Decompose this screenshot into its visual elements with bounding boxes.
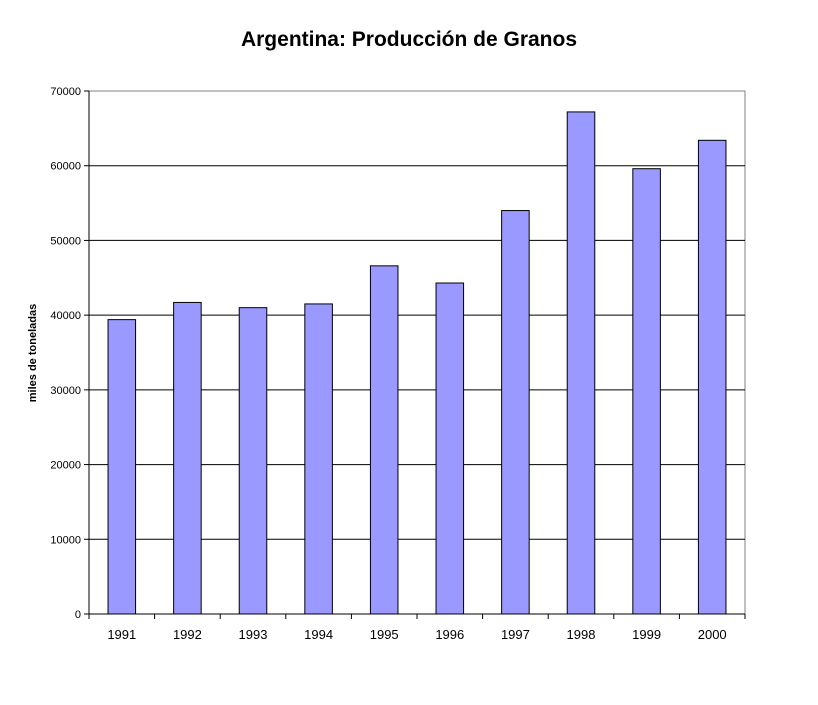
bar	[173, 301, 202, 615]
y-tick-label: 0	[75, 609, 81, 621]
bar	[304, 303, 333, 615]
x-tick-label: 1999	[632, 627, 661, 642]
y-tick-label: 40000	[50, 310, 81, 322]
x-tick-label: 1995	[370, 627, 399, 642]
x-tick-label: 1993	[239, 627, 268, 642]
y-tick-label: 50000	[50, 235, 81, 247]
x-tick-label: 1996	[435, 627, 464, 642]
bar	[697, 139, 727, 615]
x-tick-label: 1992	[173, 627, 202, 642]
x-tick-label: 1998	[567, 627, 596, 642]
plot-area: 0 10000 20000 30000 40000 50000 60000 70000 1991…	[50, 86, 746, 642]
bar	[501, 210, 530, 615]
bar	[107, 319, 137, 615]
x-tick-label: 2000	[698, 627, 727, 642]
x-tick-label: 1991	[107, 627, 136, 642]
x-tick-label: 1994	[304, 627, 333, 642]
y-axis-label: miles de toneladas	[27, 304, 39, 402]
y-tick-label: 60000	[50, 161, 81, 173]
x-tick-label: 1997	[501, 627, 530, 642]
y-tick-label: 20000	[50, 460, 81, 472]
y-tick-label: 10000	[50, 534, 81, 546]
chart-title: Argentina: Producción de Granos	[241, 28, 577, 51]
bar	[238, 307, 268, 615]
bar	[369, 265, 399, 615]
bar	[566, 111, 596, 615]
y-tick-label: 70000	[50, 86, 81, 98]
y-tick-label: 30000	[50, 385, 81, 397]
bar	[435, 282, 465, 615]
bar	[632, 168, 661, 615]
